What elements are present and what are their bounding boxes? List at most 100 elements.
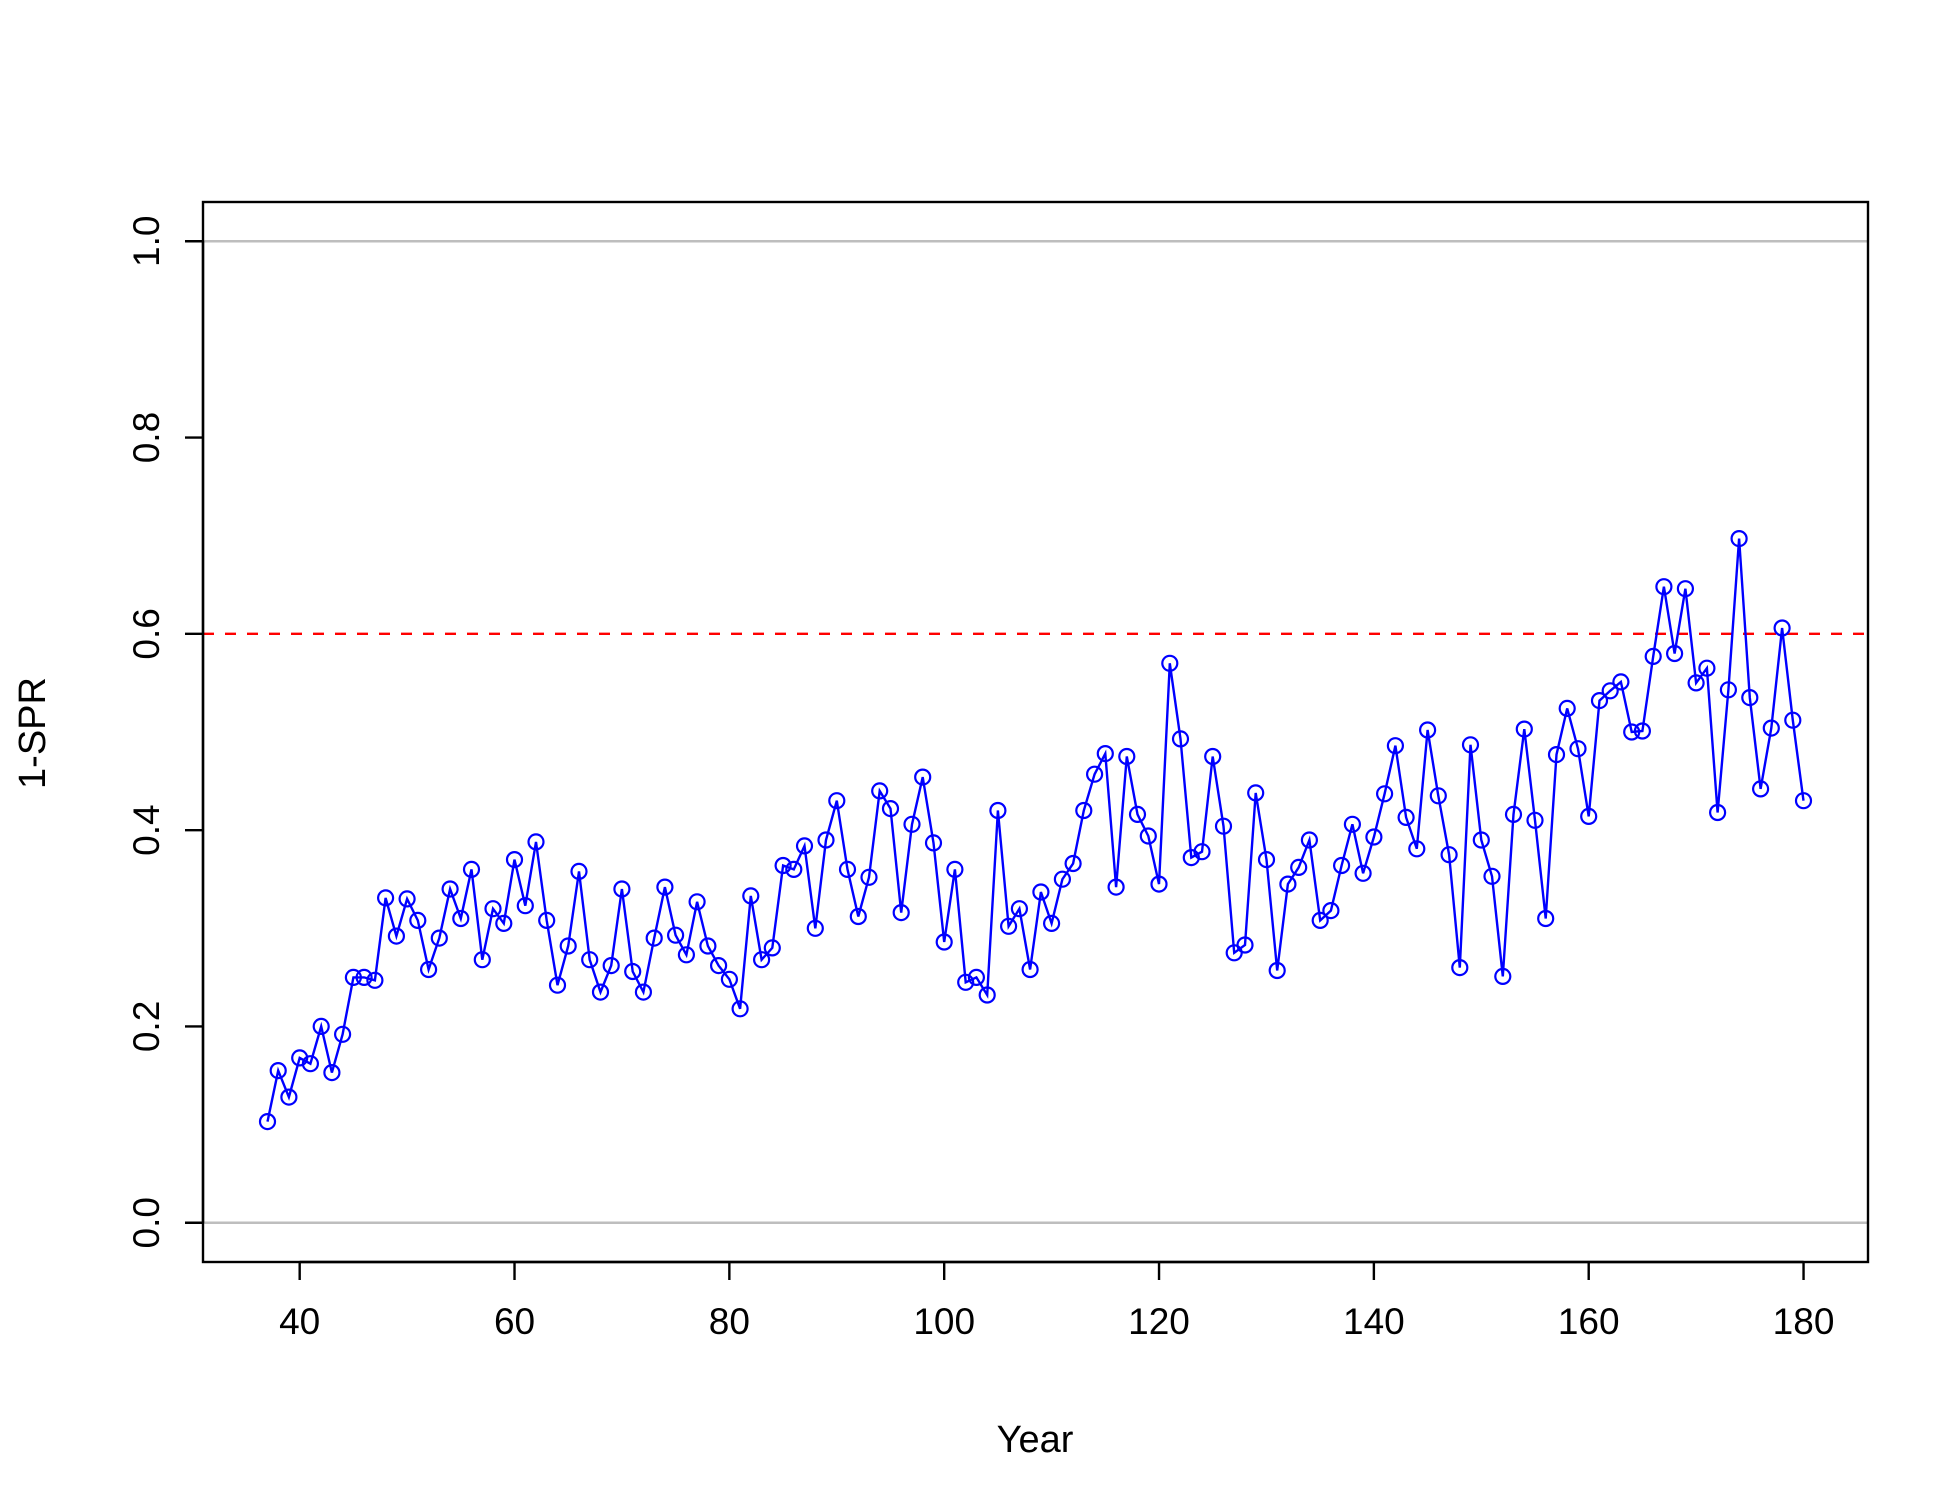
- data-point: [312, 1017, 330, 1036]
- data-point: [1494, 967, 1512, 986]
- data-point: [1580, 807, 1598, 826]
- data-point: [1719, 681, 1738, 699]
- data-point: [774, 856, 792, 875]
- data-point: [452, 909, 470, 928]
- y-tick-label: 0.6: [126, 608, 167, 659]
- data-point: [1418, 721, 1437, 739]
- data-point: [355, 968, 373, 987]
- data-point: [978, 986, 996, 1004]
- data-point: [806, 919, 824, 937]
- data-point: [860, 868, 878, 886]
- data-point: [323, 1063, 341, 1082]
- data-point: [1408, 840, 1426, 858]
- data-point: [505, 850, 524, 869]
- data-point: [924, 834, 943, 852]
- data-point: [999, 917, 1018, 935]
- data-point: [1032, 883, 1050, 901]
- data-point: [1354, 864, 1372, 882]
- x-tick-label: 100: [913, 1301, 975, 1342]
- data-point: [763, 939, 781, 957]
- data-point: [1569, 740, 1587, 758]
- data-point: [1311, 911, 1329, 930]
- data-point: [269, 1061, 287, 1080]
- x-axis-title: Year: [997, 1419, 1074, 1461]
- y-tick-label: 0.0: [126, 1197, 167, 1248]
- data-point: [752, 951, 771, 969]
- data-point: [1526, 811, 1544, 829]
- data-point: [527, 833, 545, 851]
- data-point: [1064, 854, 1082, 873]
- data-point: [795, 837, 814, 855]
- data-point: [1472, 831, 1490, 849]
- y-axis: 0.0 0.2 0.4 0.6 0.8 1.0: [126, 216, 205, 1248]
- data-point: [1150, 875, 1168, 893]
- data-point: [1257, 850, 1276, 869]
- x-tick-label: 80: [709, 1301, 750, 1342]
- data-point: [709, 956, 728, 975]
- data-point: [1698, 659, 1716, 677]
- data-points: [258, 529, 1813, 1131]
- data-point: [1547, 745, 1566, 764]
- data-point: [731, 1000, 749, 1018]
- data-point: [1762, 719, 1780, 737]
- data-point: [473, 951, 491, 969]
- data-point: [559, 937, 577, 955]
- data-point: [602, 956, 620, 975]
- data-point: [957, 973, 975, 991]
- series-1-1-spr: [258, 529, 1813, 1131]
- data-point: [1601, 682, 1619, 700]
- data-point: [656, 878, 674, 896]
- data-point: [1687, 674, 1705, 692]
- x-axis: 40 60 80 100 120 140 160 180: [279, 1260, 1834, 1342]
- data-point: [1784, 711, 1802, 729]
- x-tick-label: 60: [494, 1301, 535, 1342]
- data-point: [420, 960, 438, 979]
- data-point: [1590, 691, 1609, 710]
- data-point: [1193, 843, 1211, 861]
- data-point: [1128, 805, 1147, 824]
- data-point: [1397, 808, 1415, 827]
- data-point: [1665, 644, 1684, 663]
- data-point: [1451, 958, 1469, 977]
- data-point: [1085, 765, 1104, 783]
- data-point: [785, 860, 803, 879]
- data-point: [849, 907, 867, 926]
- data-point: [1204, 747, 1222, 766]
- data-point: [484, 900, 502, 918]
- data-point: [1279, 875, 1297, 893]
- data-point: [624, 962, 642, 981]
- x-tick-label: 40: [279, 1301, 320, 1342]
- data-point: [591, 983, 610, 1001]
- data-point: [838, 860, 857, 879]
- data-point: [1429, 787, 1447, 805]
- y-tick-label: 0.2: [126, 1001, 167, 1052]
- data-point: [377, 889, 395, 907]
- data-point: [1644, 647, 1662, 666]
- data-point: [1794, 792, 1813, 810]
- data-point: [828, 792, 846, 810]
- y-axis-title: 1-SPR: [12, 677, 54, 789]
- data-point: [613, 880, 631, 898]
- data-point: [1730, 529, 1748, 548]
- data-point: [1139, 827, 1157, 845]
- y-tick-label: 0.8: [126, 412, 167, 463]
- data-point: [462, 860, 481, 879]
- data-point: [344, 968, 362, 987]
- data-point: [1107, 878, 1125, 896]
- data-point: [581, 951, 599, 969]
- data-point: [645, 929, 663, 947]
- data-point: [1708, 803, 1727, 822]
- data-point: [1214, 817, 1233, 835]
- data-point: [1161, 654, 1179, 672]
- data-point: [1075, 801, 1093, 820]
- data-point: [817, 831, 835, 849]
- data-point: [1461, 736, 1480, 754]
- data-point: [1375, 785, 1394, 803]
- data-point: [935, 933, 953, 951]
- data-point: [570, 862, 588, 881]
- data-point: [881, 799, 900, 818]
- data-point: [538, 911, 556, 930]
- reference-lines: [203, 240, 1868, 1224]
- data-point: [903, 815, 921, 833]
